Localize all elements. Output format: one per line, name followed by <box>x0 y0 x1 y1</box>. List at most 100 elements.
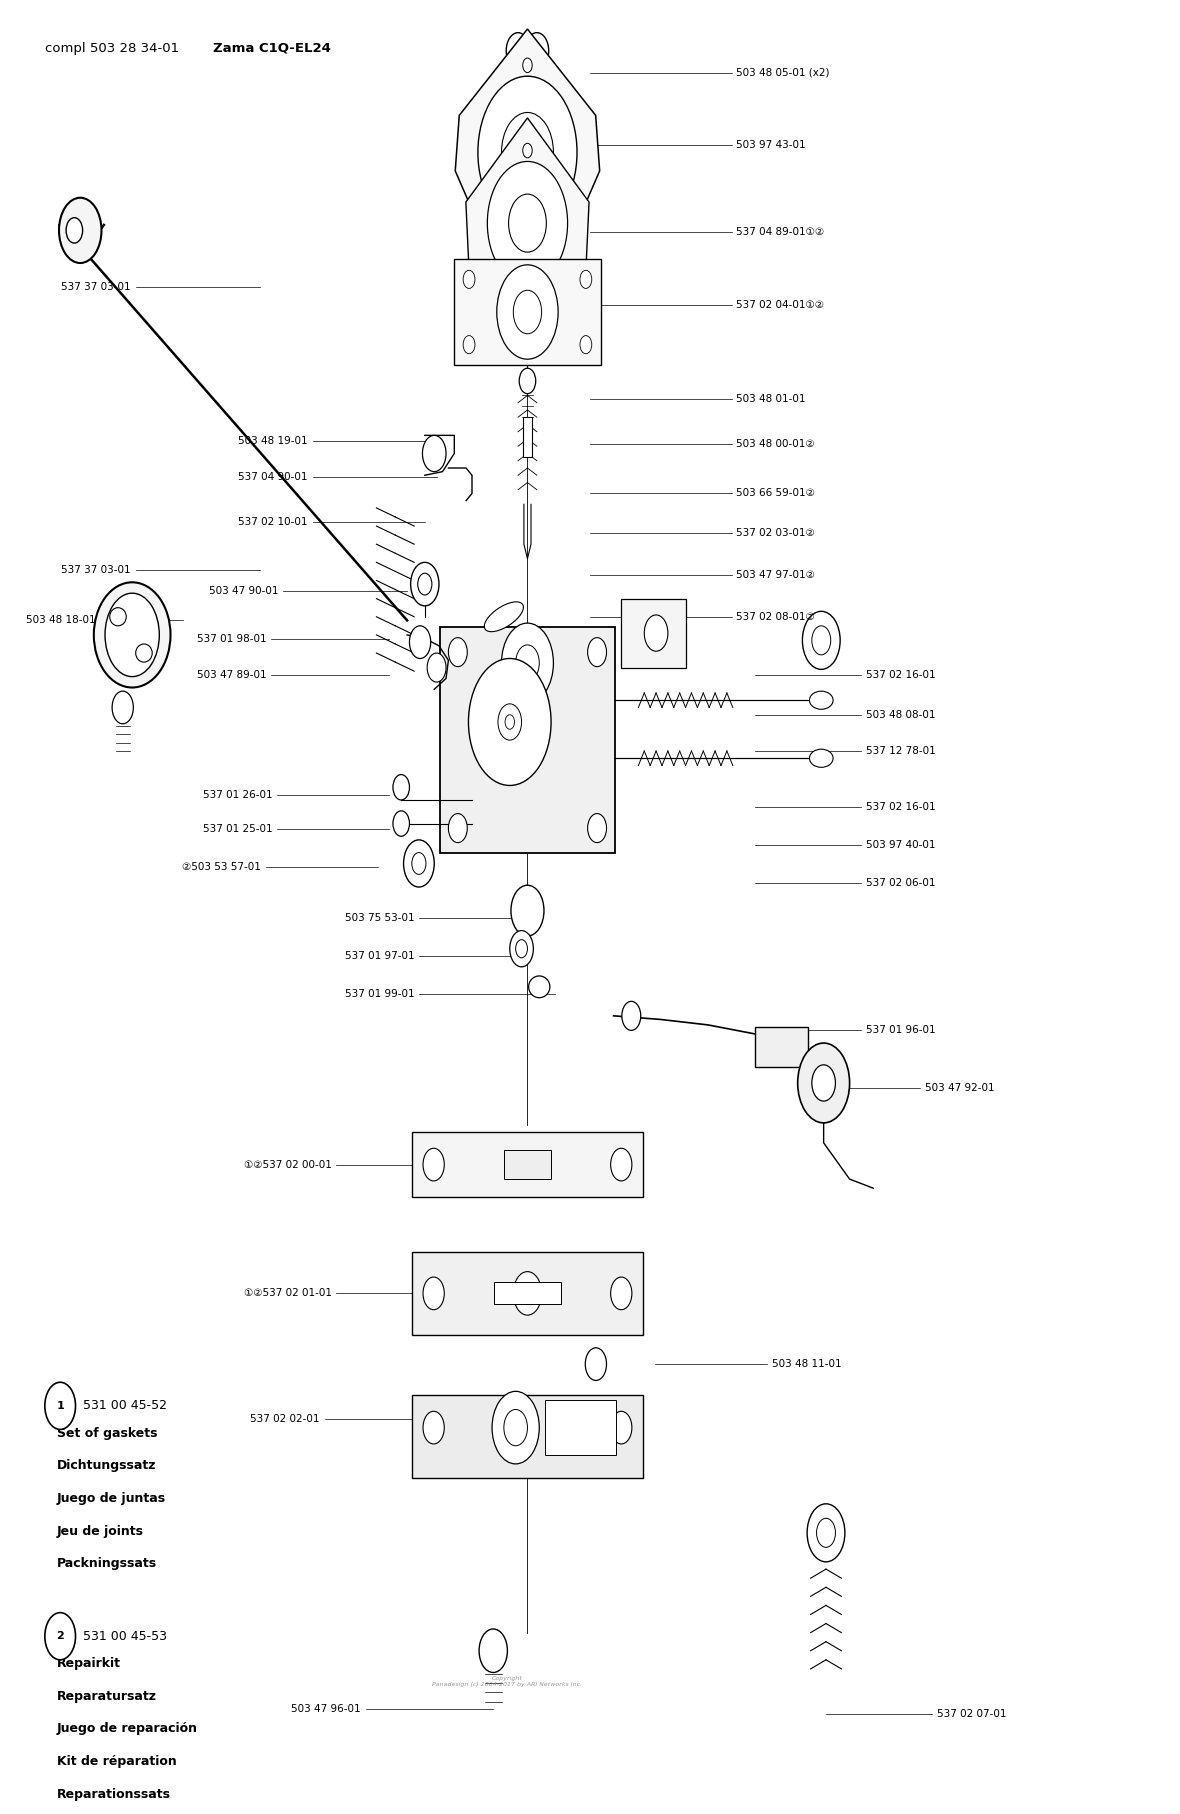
Circle shape <box>622 1001 641 1030</box>
Text: Juego de juntas: Juego de juntas <box>57 1491 165 1506</box>
Text: 503 48 01-01: 503 48 01-01 <box>736 394 806 405</box>
Circle shape <box>66 218 83 243</box>
Circle shape <box>479 1629 507 1673</box>
Circle shape <box>523 143 532 158</box>
Text: 503 47 89-01: 503 47 89-01 <box>197 669 267 680</box>
Text: Kit de réparation: Kit de réparation <box>57 1754 176 1769</box>
Text: 537 12 78-01: 537 12 78-01 <box>866 746 936 756</box>
Circle shape <box>468 658 551 785</box>
Circle shape <box>448 813 467 842</box>
Circle shape <box>497 265 558 359</box>
Text: Zama C1Q-EL24: Zama C1Q-EL24 <box>212 42 330 54</box>
Bar <box>504 1150 551 1179</box>
Text: 537 02 07-01: 537 02 07-01 <box>937 1709 1007 1720</box>
Circle shape <box>581 270 592 288</box>
Circle shape <box>45 1382 76 1429</box>
Circle shape <box>611 1277 632 1310</box>
Text: 503 48 08-01: 503 48 08-01 <box>866 709 936 720</box>
Text: 503 47 97-01②: 503 47 97-01② <box>736 570 815 580</box>
Circle shape <box>411 562 439 606</box>
Text: 537 04 89-01①②: 537 04 89-01①② <box>736 227 825 238</box>
Text: Set of gaskets: Set of gaskets <box>57 1426 157 1440</box>
Bar <box>453 259 602 365</box>
Circle shape <box>516 644 539 682</box>
Text: 503 48 19-01: 503 48 19-01 <box>238 435 308 446</box>
Text: Jeu de joints: Jeu de joints <box>57 1524 144 1538</box>
Circle shape <box>802 611 840 669</box>
Text: 537 02 03-01②: 537 02 03-01② <box>736 528 815 539</box>
Circle shape <box>510 931 533 967</box>
Text: 537 02 06-01: 537 02 06-01 <box>866 878 936 889</box>
Text: 537 37 03-01: 537 37 03-01 <box>61 564 131 575</box>
Text: 503 66 59-01②: 503 66 59-01② <box>736 488 815 499</box>
Text: ARI Network
Services: ARI Network Services <box>520 778 589 800</box>
Text: 1: 1 <box>57 1400 64 1411</box>
Bar <box>545 1400 616 1455</box>
Bar <box>621 599 686 668</box>
Text: ①②537 02 01-01: ①②537 02 01-01 <box>243 1288 332 1299</box>
Text: 537 37 03-01: 537 37 03-01 <box>61 281 131 292</box>
Circle shape <box>393 775 409 800</box>
Text: Reparatursatz: Reparatursatz <box>57 1689 157 1703</box>
Text: 537 01 97-01: 537 01 97-01 <box>345 951 414 961</box>
Circle shape <box>502 624 553 702</box>
Circle shape <box>504 1409 527 1446</box>
Circle shape <box>509 194 546 252</box>
Circle shape <box>478 76 577 229</box>
Bar <box>440 628 615 854</box>
Text: 537 02 16-01: 537 02 16-01 <box>866 802 936 813</box>
Circle shape <box>59 198 101 263</box>
Text: ①②537 02 00-01: ①②537 02 00-01 <box>244 1159 332 1170</box>
Text: 503 75 53-01: 503 75 53-01 <box>345 912 414 923</box>
Bar <box>494 1282 560 1304</box>
Text: 537 02 04-01①②: 537 02 04-01①② <box>736 299 825 310</box>
Circle shape <box>506 33 530 69</box>
Ellipse shape <box>94 582 170 688</box>
Text: 503 48 11-01: 503 48 11-01 <box>772 1359 841 1370</box>
Circle shape <box>513 290 542 334</box>
Circle shape <box>422 435 446 472</box>
Text: 503 48 00-01②: 503 48 00-01② <box>736 439 815 450</box>
Circle shape <box>518 138 537 167</box>
Circle shape <box>498 704 522 740</box>
Circle shape <box>393 811 409 836</box>
Text: 503 97 43-01: 503 97 43-01 <box>736 140 806 151</box>
Bar <box>413 1252 642 1335</box>
Circle shape <box>588 639 607 666</box>
Circle shape <box>45 1613 76 1660</box>
Circle shape <box>812 1065 835 1101</box>
Circle shape <box>424 1277 444 1310</box>
Text: 503 97 40-01: 503 97 40-01 <box>866 840 936 851</box>
Circle shape <box>463 270 474 288</box>
Circle shape <box>611 1411 632 1444</box>
Ellipse shape <box>484 602 524 631</box>
Text: Copyright
Panadesign (c) 2004-2017 by ARI Networks Inc.: Copyright Panadesign (c) 2004-2017 by AR… <box>432 1676 583 1687</box>
Text: 537 01 98-01: 537 01 98-01 <box>197 633 267 644</box>
Circle shape <box>487 161 568 285</box>
Bar <box>413 1132 642 1197</box>
Ellipse shape <box>809 749 833 767</box>
Text: 537 02 02-01: 537 02 02-01 <box>250 1413 320 1424</box>
Ellipse shape <box>110 608 126 626</box>
Text: 537 04 90-01: 537 04 90-01 <box>238 472 308 483</box>
Text: 503 48 05-01 (x2): 503 48 05-01 (x2) <box>736 67 830 78</box>
Text: Juego de reparación: Juego de reparación <box>57 1721 197 1736</box>
Circle shape <box>807 1504 845 1562</box>
Circle shape <box>427 653 446 682</box>
Ellipse shape <box>809 691 833 709</box>
Circle shape <box>492 1391 539 1464</box>
Text: 537 02 10-01: 537 02 10-01 <box>238 517 308 528</box>
Circle shape <box>523 58 532 73</box>
Circle shape <box>817 1518 835 1547</box>
Circle shape <box>412 853 426 874</box>
Polygon shape <box>466 118 589 328</box>
Text: 503 47 92-01: 503 47 92-01 <box>925 1083 995 1094</box>
Text: Packningssats: Packningssats <box>57 1556 157 1571</box>
Circle shape <box>448 639 467 666</box>
Ellipse shape <box>529 976 550 998</box>
Text: 537 02 16-01: 537 02 16-01 <box>866 669 936 680</box>
Circle shape <box>523 232 532 247</box>
Circle shape <box>511 885 544 936</box>
Circle shape <box>409 626 431 658</box>
Circle shape <box>644 615 668 651</box>
